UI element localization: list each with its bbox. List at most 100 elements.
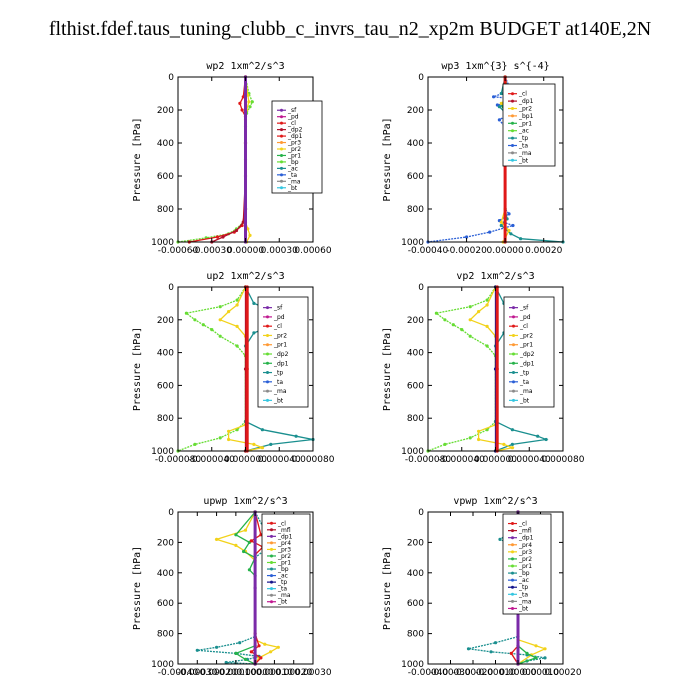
y-axis-label: Pressure [hPa]	[382, 117, 393, 201]
legend-marker	[512, 324, 515, 328]
legend-entry: _pr1	[519, 342, 533, 349]
data-point	[184, 311, 188, 315]
y-tick-label: 400	[157, 569, 174, 579]
legend-entry: _sf	[519, 305, 529, 312]
data-point	[247, 100, 251, 104]
legend-marker	[280, 134, 283, 138]
data-point	[499, 101, 503, 105]
legend-entry: _ta	[273, 379, 283, 386]
legend-marker	[270, 554, 273, 558]
chart-title: vpwp 1xm^2/s^3	[453, 496, 537, 507]
legend-entry: _ta	[518, 143, 528, 150]
legend-entry: _ma	[518, 598, 532, 605]
data-point	[195, 648, 199, 652]
legend-marker	[280, 121, 283, 125]
legend-entry: _ma	[277, 592, 291, 599]
legend-entry: _pd	[519, 314, 531, 321]
x-tick-label: -0.00040	[408, 668, 449, 678]
legend-entry: _cl	[518, 91, 527, 98]
legend-marker	[511, 543, 514, 547]
y-tick-label: 800	[157, 205, 174, 215]
legend-entry: _cl	[519, 323, 528, 330]
data-point	[234, 651, 238, 656]
y-tick-label: 800	[157, 414, 174, 424]
legend-marker	[512, 333, 515, 337]
legend-marker	[512, 306, 515, 310]
chart-panel-3: vp2 1xm^2/s^3 Pressure [hPa] 0 200 400 600 800…	[382, 271, 585, 465]
data-point	[227, 429, 231, 433]
legend-entry: _pr2	[287, 146, 301, 153]
legend-marker	[511, 585, 514, 589]
data-point	[507, 228, 511, 233]
data-point	[544, 437, 548, 442]
legend-marker	[266, 343, 269, 347]
data-point	[510, 442, 514, 446]
legend-marker	[270, 547, 273, 551]
legend-entry: _pr2	[518, 556, 532, 563]
data-point	[210, 328, 214, 332]
data-point	[243, 207, 248, 211]
legend-entry: _pr2	[518, 106, 532, 113]
data-point	[243, 657, 248, 662]
legend-marker	[511, 121, 514, 125]
data-point	[248, 233, 252, 237]
legend-entry: _ma	[287, 178, 301, 185]
y-tick-label: 0	[168, 73, 174, 83]
data-point	[260, 446, 264, 450]
data-point	[489, 650, 493, 654]
legend-box	[503, 296, 555, 408]
x-tick-label: 0.00010	[522, 668, 559, 678]
legend-marker	[270, 567, 273, 571]
x-tick-label: -0.00020	[446, 246, 487, 256]
legend-entry: _pr1	[518, 120, 532, 127]
legend-entry: _cl	[518, 521, 527, 528]
legend-marker	[512, 343, 515, 347]
data-point	[477, 437, 481, 442]
chart-panel-1: wp3 1xm^{3} s^{-4} Pressure [hPa] 0 200 400 6…	[382, 61, 565, 256]
legend-entry: _pr3	[287, 140, 301, 147]
y-tick-label: 600	[157, 381, 174, 391]
data-point	[507, 212, 511, 216]
data-point	[201, 323, 205, 327]
legend-marker	[511, 592, 514, 596]
legend-entry: _tp	[277, 579, 287, 586]
legend-marker	[511, 571, 514, 575]
data-point	[509, 651, 513, 656]
y-tick-label: 1000	[401, 660, 424, 670]
legend-entry: _bt	[287, 185, 298, 192]
y-tick-label: 0	[418, 508, 424, 518]
data-point	[248, 105, 252, 109]
legend-entry: _dp1	[519, 360, 535, 367]
data-point	[234, 533, 238, 537]
legend-marker	[270, 534, 273, 538]
legend-marker	[270, 541, 273, 545]
x-tick-label: 0.00020	[544, 668, 581, 678]
x-tick-label: -0.00040	[408, 246, 449, 256]
legend-marker	[511, 599, 514, 603]
data-point	[249, 650, 253, 654]
data-point	[519, 237, 523, 241]
data-point	[485, 324, 489, 328]
legend-marker	[280, 153, 283, 157]
x-tick-label: -0.00030	[430, 668, 471, 678]
legend-entry: _bp	[518, 570, 530, 577]
x-tick-label: -0.000040	[439, 455, 485, 465]
legend-entry: _dp2	[273, 351, 289, 358]
data-point	[257, 644, 261, 648]
data-point	[497, 105, 501, 109]
legend-marker	[511, 557, 514, 561]
legend-entry: _bt	[518, 157, 529, 164]
x-tick-label: -0.00030	[177, 668, 218, 678]
legend-entry: _pd	[273, 314, 285, 321]
series-line-0	[427, 286, 497, 452]
data-point	[221, 235, 225, 239]
x-tick-label: 0.00000	[237, 668, 274, 678]
legend-entry: _pr1	[273, 342, 287, 349]
data-point	[466, 647, 471, 651]
legend-marker	[512, 361, 515, 365]
y-tick-label: 1000	[401, 447, 424, 457]
legend-entry: _pd	[287, 114, 299, 121]
data-point	[193, 442, 197, 446]
legend-marker	[280, 186, 283, 190]
